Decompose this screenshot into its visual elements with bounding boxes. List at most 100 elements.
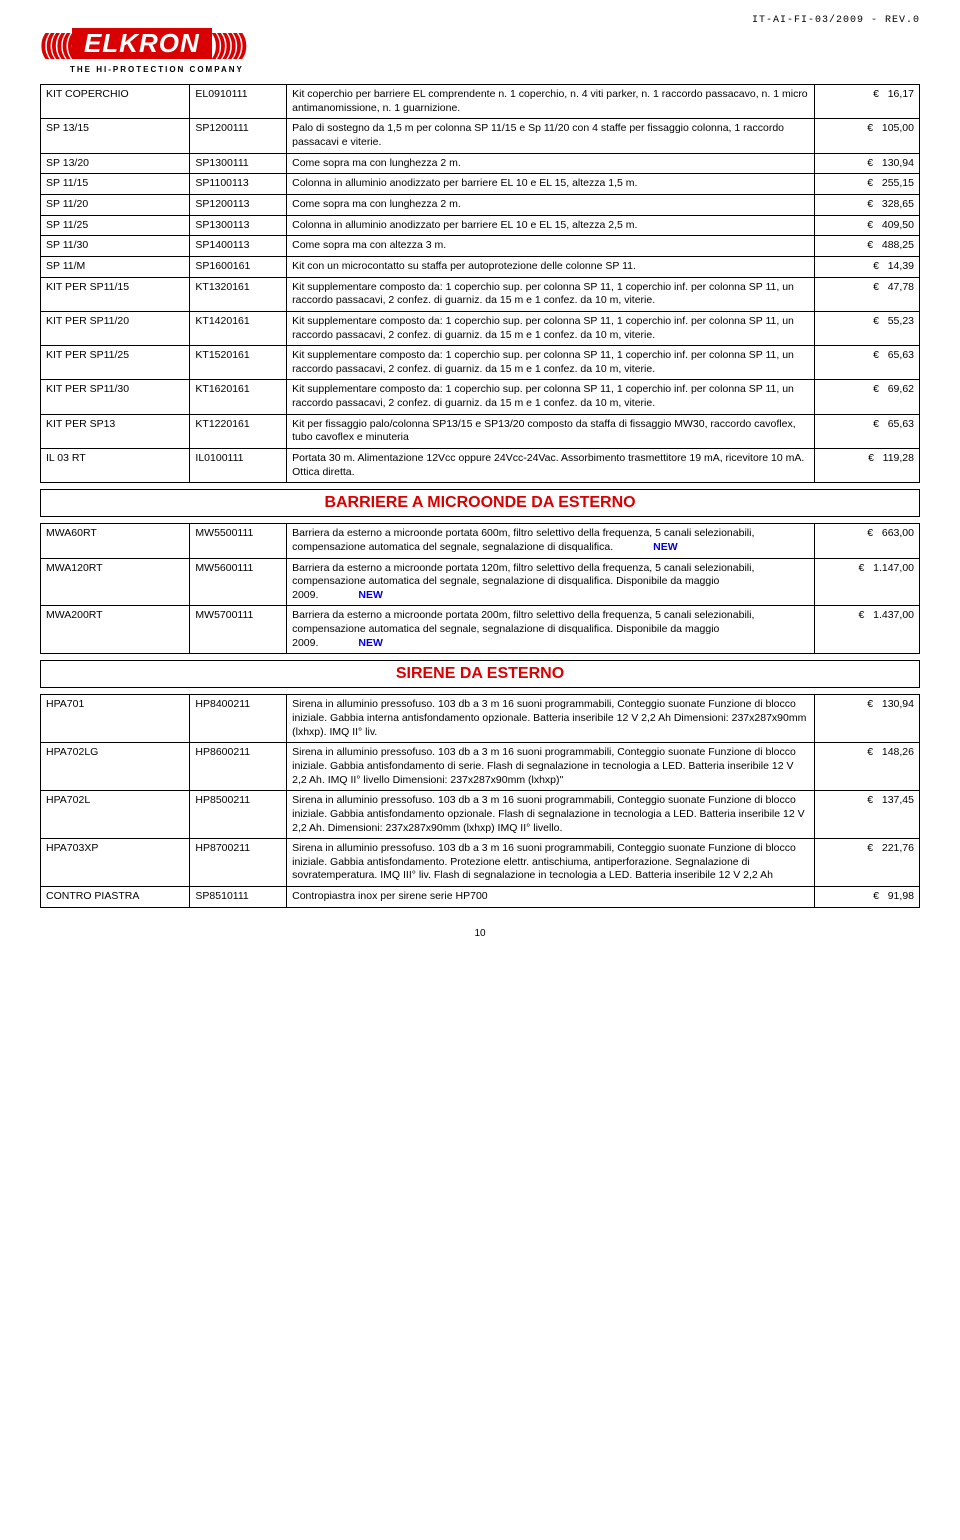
cell-desc: Come sopra ma con altezza 3 m. <box>287 236 814 257</box>
cell-name: IL 03 RT <box>41 449 190 483</box>
new-badge: NEW <box>358 637 383 649</box>
table-row: SP 11/MSP1600161Kit con un microcontatto… <box>41 256 920 277</box>
sirene-table: HPA701HP8400211Sirena in alluminio press… <box>40 694 920 907</box>
tagline: THE HI-PROTECTION COMPANY <box>70 65 920 74</box>
cell-desc: Sirena in alluminio pressofuso. 103 db a… <box>287 839 814 887</box>
cell-desc: Contropiastra inox per sirene serie HP70… <box>287 887 814 908</box>
cell-desc: Kit supplementare composto da: 1 coperch… <box>287 380 814 414</box>
cell-name: MWA120RT <box>41 558 190 606</box>
cell-code: EL0910111 <box>190 85 287 119</box>
cell-code: SP1300113 <box>190 215 287 236</box>
table-row: SP 13/15SP1200111Palo di sostegno da 1,5… <box>41 119 920 153</box>
cell-name: HPA702L <box>41 791 190 839</box>
cell-code: SP1200111 <box>190 119 287 153</box>
cell-desc: Kit per fissaggio palo/colonna SP13/15 e… <box>287 414 814 448</box>
cell-code: SP1300111 <box>190 153 287 174</box>
cell-code: SP1600161 <box>190 256 287 277</box>
cell-name: SP 11/15 <box>41 174 190 195</box>
table-row: IL 03 RTIL0100111Portata 30 m. Alimentaz… <box>41 449 920 483</box>
cell-price: € 105,00 <box>814 119 919 153</box>
cell-code: IL0100111 <box>190 449 287 483</box>
table-row: KIT COPERCHIOEL0910111Kit coperchio per … <box>41 85 920 119</box>
table-row: HPA702LHP8500211Sirena in alluminio pres… <box>41 791 920 839</box>
cell-name: SP 13/15 <box>41 119 190 153</box>
cell-name: KIT PER SP11/25 <box>41 346 190 380</box>
cell-desc: Colonna in alluminio anodizzato per barr… <box>287 174 814 195</box>
cell-price: € 16,17 <box>814 85 919 119</box>
table-row: SP 11/15SP1100113Colonna in alluminio an… <box>41 174 920 195</box>
cell-name: SP 11/20 <box>41 195 190 216</box>
cell-name: KIT PER SP13 <box>41 414 190 448</box>
cell-price: € 69,62 <box>814 380 919 414</box>
cell-code: SP1100113 <box>190 174 287 195</box>
cell-code: MW5600111 <box>190 558 287 606</box>
cell-name: KIT COPERCHIO <box>41 85 190 119</box>
cell-price: € 148,26 <box>814 743 919 791</box>
cell-desc: Portata 30 m. Alimentazione 12Vcc oppure… <box>287 449 814 483</box>
logo-text: ELKRON <box>72 28 212 59</box>
cell-name: SP 11/25 <box>41 215 190 236</box>
table-row: HPA702LGHP8600211Sirena in alluminio pre… <box>41 743 920 791</box>
cell-price: € 65,63 <box>814 414 919 448</box>
cell-code: HP8600211 <box>190 743 287 791</box>
cell-price: € 130,94 <box>814 153 919 174</box>
cell-desc: Come sopra ma con lunghezza 2 m. <box>287 153 814 174</box>
cell-price: € 47,78 <box>814 277 919 311</box>
table-row: KIT PER SP13KT1220161Kit per fissaggio p… <box>41 414 920 448</box>
table-row: KIT PER SP11/30KT1620161Kit supplementar… <box>41 380 920 414</box>
cell-name: CONTRO PIASTRA <box>41 887 190 908</box>
logo: (((((( ELKRON )))))) <box>40 28 920 59</box>
cell-price: € 55,23 <box>814 311 919 345</box>
cell-price: € 130,94 <box>814 695 919 743</box>
cell-name: KIT PER SP11/30 <box>41 380 190 414</box>
page-number: 10 <box>40 928 920 939</box>
cell-price: € 255,15 <box>814 174 919 195</box>
cell-code: KT1420161 <box>190 311 287 345</box>
cell-name: HPA703XP <box>41 839 190 887</box>
table-row: SP 11/20SP1200113Come sopra ma con lungh… <box>41 195 920 216</box>
cell-desc: Kit supplementare composto da: 1 coperch… <box>287 346 814 380</box>
cell-desc: Kit supplementare composto da: 1 coperch… <box>287 277 814 311</box>
cell-code: KT1320161 <box>190 277 287 311</box>
cell-price: € 409,50 <box>814 215 919 236</box>
cell-name: SP 11/M <box>41 256 190 277</box>
new-badge: NEW <box>358 589 383 601</box>
cell-desc: Sirena in alluminio pressofuso. 103 db a… <box>287 743 814 791</box>
table-row: HPA701HP8400211Sirena in alluminio press… <box>41 695 920 743</box>
section-sirene: SIRENE DA ESTERNO <box>40 660 920 688</box>
table-row: SP 13/20SP1300111Come sopra ma con lungh… <box>41 153 920 174</box>
table-row: HPA703XPHP8700211Sirena in alluminio pre… <box>41 839 920 887</box>
new-badge: NEW <box>653 541 678 553</box>
table-row: SP 11/30SP1400113Come sopra ma con altez… <box>41 236 920 257</box>
cell-code: KT1220161 <box>190 414 287 448</box>
cell-desc: Kit supplementare composto da: 1 coperch… <box>287 311 814 345</box>
cell-desc: Kit con un microcontatto su staffa per a… <box>287 256 814 277</box>
cell-desc: Barriera da esterno a microonde portata … <box>287 558 814 606</box>
cell-name: HPA701 <box>41 695 190 743</box>
cell-price: € 137,45 <box>814 791 919 839</box>
table-row: KIT PER SP11/25KT1520161Kit supplementar… <box>41 346 920 380</box>
cell-name: KIT PER SP11/15 <box>41 277 190 311</box>
cell-desc: Kit coperchio per barriere EL comprenden… <box>287 85 814 119</box>
cell-name: KIT PER SP11/20 <box>41 311 190 345</box>
section-barriere: BARRIERE A MICROONDE DA ESTERNO <box>40 489 920 517</box>
doc-ref: IT-AI-FI-03/2009 - REV.0 <box>40 15 920 26</box>
cell-name: MWA200RT <box>41 606 190 654</box>
table-row: KIT PER SP11/20KT1420161Kit supplementar… <box>41 311 920 345</box>
cell-price: € 119,28 <box>814 449 919 483</box>
cell-price: € 221,76 <box>814 839 919 887</box>
cell-code: KT1620161 <box>190 380 287 414</box>
cell-code: SP8510111 <box>190 887 287 908</box>
cell-desc: Sirena in alluminio pressofuso. 103 db a… <box>287 695 814 743</box>
cell-price: € 14,39 <box>814 256 919 277</box>
cell-code: SP1400113 <box>190 236 287 257</box>
section-title: BARRIERE A MICROONDE DA ESTERNO <box>41 490 919 516</box>
cell-desc: Barriera da esterno a microonde portata … <box>287 524 814 558</box>
cell-name: HPA702LG <box>41 743 190 791</box>
cell-code: HP8500211 <box>190 791 287 839</box>
cell-price: € 488,25 <box>814 236 919 257</box>
cell-code: HP8400211 <box>190 695 287 743</box>
cell-price: € 663,00 <box>814 524 919 558</box>
cell-price: € 328,65 <box>814 195 919 216</box>
cell-code: KT1520161 <box>190 346 287 380</box>
